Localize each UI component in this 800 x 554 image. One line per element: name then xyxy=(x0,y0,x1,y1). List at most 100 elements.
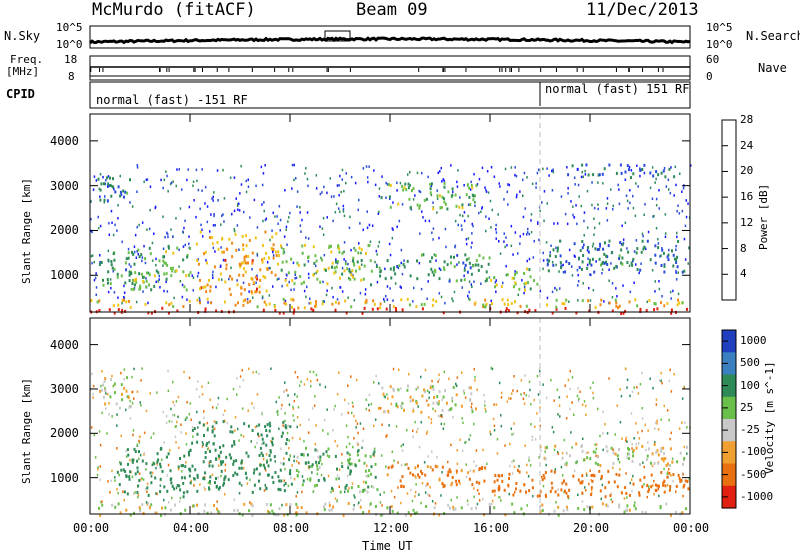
region-4-cell xyxy=(243,258,246,262)
noise-cell xyxy=(101,500,103,503)
region-5-cell xyxy=(624,486,627,489)
region-1-cell xyxy=(169,469,172,473)
region-1-cell xyxy=(188,299,191,303)
region-5-cell xyxy=(590,474,593,477)
region-4-cell xyxy=(200,286,203,290)
region-9-cell xyxy=(454,193,457,197)
region-8-cell xyxy=(642,247,645,251)
region-0-cell xyxy=(659,505,662,508)
noise-cell xyxy=(255,370,258,374)
region-8-cell xyxy=(661,248,664,252)
region-4-cell xyxy=(199,230,202,234)
region-1-cell xyxy=(170,477,173,481)
region-0-cell xyxy=(129,513,132,517)
region-10-cell xyxy=(122,189,125,193)
region-1-cell xyxy=(176,484,179,487)
noise-cell xyxy=(112,384,114,388)
noise-cell xyxy=(336,298,339,301)
noise-cell xyxy=(169,449,171,452)
noise-cell xyxy=(156,391,158,394)
noise-cell xyxy=(396,225,398,229)
region-6-cell xyxy=(403,265,406,269)
noise-cell xyxy=(398,219,401,223)
noise-cell xyxy=(683,386,685,390)
noise-cell xyxy=(388,242,391,246)
noise-cell xyxy=(141,221,144,224)
region-7-cell xyxy=(431,385,434,389)
noise-cell xyxy=(473,422,475,426)
noise-cell xyxy=(203,416,205,420)
freq-nave-strip xyxy=(89,55,691,81)
noise-cell xyxy=(242,281,245,284)
region-0-cell xyxy=(605,503,608,507)
noise-cell xyxy=(203,486,206,489)
noise-cell xyxy=(331,286,333,290)
region-9-cell xyxy=(439,194,441,198)
power-colorbar-label: Power [dB] xyxy=(757,183,770,250)
noise-cell xyxy=(347,402,350,405)
noise-cell xyxy=(412,198,415,201)
region-10-cell xyxy=(107,182,110,186)
noise-cell xyxy=(573,413,575,416)
noise-cell xyxy=(155,280,157,284)
noise-cell xyxy=(457,169,459,172)
region-8-cell xyxy=(620,248,623,252)
region-0-cell xyxy=(98,506,101,510)
region-0-cell xyxy=(125,508,128,512)
region-1-cell xyxy=(677,298,680,302)
region-1-cell xyxy=(468,298,471,302)
sky-tick-top-left: 10^5 xyxy=(56,21,83,34)
y-tick-label: 3000 xyxy=(50,381,79,396)
noise-cell xyxy=(384,267,386,271)
noise-cell xyxy=(321,191,323,194)
power-colorbar-tick-label: 24 xyxy=(740,138,754,152)
noise-cell xyxy=(279,218,282,222)
region-0-cell xyxy=(583,508,586,512)
noise-cell xyxy=(185,490,188,493)
region-1-cell xyxy=(147,493,150,497)
region-10-cell xyxy=(112,177,114,181)
region-6-cell xyxy=(616,454,619,458)
noise-cell xyxy=(110,479,112,483)
region-3-cell xyxy=(316,449,319,453)
noise-cell xyxy=(191,274,193,277)
noise-cell xyxy=(141,256,144,259)
noise-cell xyxy=(463,274,465,278)
region-0-cell xyxy=(606,504,609,508)
region-0-cell xyxy=(591,505,594,509)
noise-cell xyxy=(573,176,576,179)
noise-cell xyxy=(628,264,631,267)
noise-cell xyxy=(285,225,288,229)
noise-cell xyxy=(452,416,454,419)
noise-cell xyxy=(684,258,687,261)
noise-cell xyxy=(660,379,662,383)
region-0-cell xyxy=(164,506,167,510)
region-5-cell xyxy=(503,488,506,492)
noise-cell xyxy=(592,391,594,395)
region-1-cell xyxy=(157,458,160,462)
noise-cell xyxy=(629,189,631,192)
noise-cell xyxy=(341,461,343,465)
noise-cell xyxy=(272,211,274,215)
region-5-cell xyxy=(544,493,547,497)
noise-cell xyxy=(641,429,643,433)
noise-cell xyxy=(584,173,587,176)
region-6-cell xyxy=(599,464,602,468)
noise-cell xyxy=(502,281,504,285)
noise-cell xyxy=(655,421,657,425)
noise-cell xyxy=(341,290,344,293)
noise-cell xyxy=(509,442,511,446)
noise-cell xyxy=(511,472,514,475)
region-0-cell xyxy=(330,508,333,512)
noise-cell xyxy=(245,190,248,194)
region-2-cell xyxy=(196,440,199,444)
noise-cell xyxy=(358,242,360,245)
noise-cell xyxy=(283,390,285,393)
noise-cell xyxy=(663,404,665,408)
noise-cell xyxy=(471,402,473,406)
region-7-cell xyxy=(511,276,514,280)
region-8-cell xyxy=(627,250,630,254)
region-5-cell xyxy=(338,247,340,250)
region-11-cell xyxy=(649,171,652,175)
noise-cell xyxy=(441,415,443,418)
